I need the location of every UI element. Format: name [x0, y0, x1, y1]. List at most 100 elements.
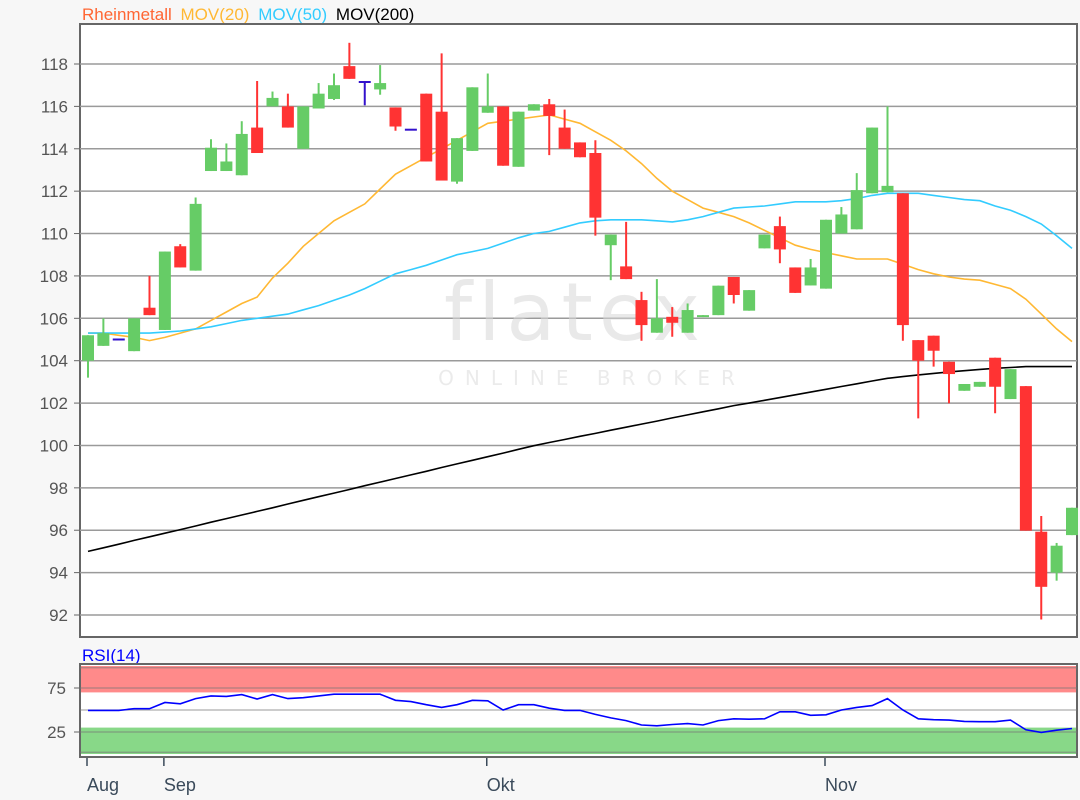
candle-body: [374, 83, 387, 90]
candle-body: [850, 190, 863, 230]
legend-mov50: MOV(50): [258, 5, 327, 24]
candle-body: [758, 234, 771, 249]
candle: [1019, 386, 1032, 531]
y-tick-label: 102: [40, 394, 68, 413]
candle-body: [896, 193, 909, 326]
candle-body: [527, 104, 540, 111]
rsi-tick-label: 75: [47, 679, 66, 698]
candle: [543, 98, 556, 156]
candle: [189, 197, 202, 271]
candle-body: [1019, 386, 1032, 531]
candle: [235, 121, 248, 176]
candle-body: [943, 361, 955, 375]
candle-body: [727, 276, 740, 295]
candle: [850, 173, 863, 230]
candle: [251, 80, 264, 154]
candle: [297, 106, 310, 149]
candle: [574, 142, 586, 158]
candle: [158, 251, 171, 330]
candle: [128, 318, 141, 352]
candle-body: [174, 246, 187, 268]
candle: [266, 91, 279, 107]
candle-body: [958, 384, 971, 391]
candle-body: [589, 153, 602, 218]
candle: [82, 335, 94, 378]
x-tick-label: Sep: [164, 775, 196, 795]
candle-body: [604, 234, 617, 246]
candle: [466, 87, 479, 151]
candle: [712, 285, 725, 316]
y-tick-label: 114: [41, 140, 68, 159]
candle: [589, 140, 602, 236]
candle-body: [451, 138, 463, 182]
candle-body: [97, 333, 110, 346]
candle-body: [712, 285, 725, 316]
candle: [451, 138, 463, 184]
watermark-logo: flatex ONLINE BROKER: [438, 266, 746, 390]
watermark-tagline: ONLINE BROKER: [438, 366, 746, 390]
candle-body: [1066, 507, 1078, 536]
rsi-line: [88, 693, 1073, 734]
candle-body: [743, 290, 756, 311]
x-tick-label: Aug: [87, 775, 119, 795]
candle: [973, 381, 986, 387]
price-axis-ticks: 92 94 96 98 100 102 104 106 108 110 112 114 116 118: [40, 55, 80, 625]
candle: [527, 104, 540, 111]
candle: [758, 234, 771, 249]
candle-body: [512, 111, 525, 167]
y-tick-label: 112: [41, 182, 68, 201]
candle: [835, 207, 848, 234]
x-tick-label: Okt: [487, 775, 515, 795]
candle-body: [1035, 531, 1048, 587]
candle: [697, 315, 709, 318]
candle-body: [1050, 545, 1063, 573]
candle: [497, 106, 510, 166]
legend-rheinmetall: Rheinmetall: [82, 5, 172, 24]
candle-body: [650, 318, 663, 333]
candle-body: [620, 266, 633, 280]
price-gridlines: [80, 63, 1077, 616]
candle-body: [635, 300, 648, 326]
candle-body: [220, 161, 233, 172]
chart-legend: Rheinmetall MOV(20) MOV(50) MOV(200): [82, 5, 414, 24]
candle: [650, 279, 663, 333]
ma-line-mov200: [87, 365, 1072, 553]
candle: [512, 111, 525, 167]
candle-body: [989, 357, 1002, 387]
candle-body: [312, 93, 325, 109]
y-tick-label: 98: [49, 479, 68, 498]
y-tick-label: 100: [40, 436, 68, 455]
candle: [635, 291, 648, 341]
candle-body: [143, 307, 156, 316]
candle-body: [835, 214, 848, 234]
candle-body: [574, 142, 586, 158]
candle-body: [973, 381, 986, 387]
candle: [358, 81, 371, 106]
candle-body: [82, 335, 94, 361]
candle: [727, 276, 740, 304]
candle: [1004, 369, 1017, 400]
candle-body: [158, 251, 171, 330]
y-tick-label: 108: [40, 267, 68, 286]
candle-body: [804, 267, 817, 286]
candle-body: [235, 133, 248, 176]
candle-body: [666, 316, 679, 323]
candle: [743, 290, 756, 311]
candle-body: [543, 104, 556, 116]
candle-body: [697, 315, 709, 318]
candle-body: [466, 87, 479, 151]
candle-body: [927, 335, 940, 351]
candle-body: [266, 97, 279, 107]
candle: [420, 93, 433, 162]
candle: [97, 318, 110, 346]
y-tick-label: 116: [41, 97, 68, 116]
candle: [943, 361, 955, 404]
candle: [789, 267, 802, 293]
candle-body: [1004, 369, 1017, 400]
legend-mov200: MOV(200): [336, 5, 414, 24]
candle: [989, 357, 1002, 414]
candle: [481, 73, 494, 113]
candle-body: [251, 127, 264, 154]
candle-body: [420, 93, 433, 162]
